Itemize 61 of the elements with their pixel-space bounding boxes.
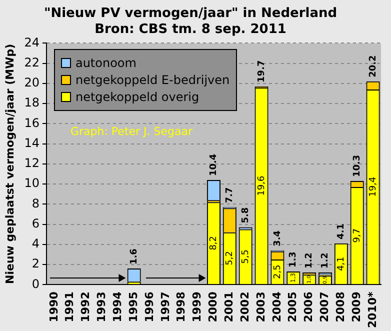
x-tick-label: 1990	[47, 291, 60, 322]
y-tick-label: 24	[24, 35, 40, 50]
y-tick-label: 4	[32, 236, 40, 251]
data-label: 19,4	[368, 176, 378, 197]
total-label: 1.2	[320, 252, 331, 269]
data-label: 19,6	[256, 176, 267, 196]
total-label: 1.3	[288, 252, 299, 268]
y-tick-label: 8	[32, 196, 40, 210]
x-tick-label: 2010*	[366, 291, 379, 328]
x-tick-label: 2004	[270, 291, 284, 322]
total-label: 10.3	[352, 154, 362, 178]
x-tick-label: 2002	[238, 292, 252, 322]
x-tick-label: 2003	[254, 292, 268, 322]
x-tick-label: 1997	[158, 292, 172, 322]
y-tick-label: 10	[24, 176, 40, 190]
legend-label: netgekoppeld overig	[75, 90, 200, 104]
total-label: 10.4	[209, 154, 220, 176]
total-label: 4.1	[336, 223, 347, 240]
chart-subtitle: Bron: CBS tm. 8 sep. 2011	[94, 22, 286, 37]
y-tick-label: 18	[24, 96, 40, 110]
total-label: 1.6	[129, 248, 140, 265]
y-tick-label: 14	[24, 136, 40, 150]
y-tick-label: 20	[24, 76, 40, 90]
x-tick-label: 2005	[286, 292, 300, 322]
x-tick-label: 1994	[111, 291, 124, 322]
total-label: 7.7	[225, 187, 236, 204]
x-tick-label: 2008	[334, 292, 348, 322]
x-tick-label: 2000	[206, 291, 220, 322]
y-tick-label: 12	[24, 156, 40, 170]
y-tick-label: 22	[24, 55, 40, 70]
data-label: 8,2	[209, 236, 220, 250]
y-tick-label: 6	[32, 216, 40, 230]
x-tick-label: 1993	[95, 292, 108, 322]
total-label: 19.7	[256, 60, 267, 82]
x-tick-label: 1992	[79, 292, 92, 322]
y-axis-title: Nieuw geplaatst vermogen/jaar (MWp)	[3, 44, 16, 284]
y-tick-label: 16	[24, 116, 40, 130]
x-tick-label: 2001	[222, 292, 236, 322]
total-label: 20.2	[368, 55, 378, 78]
x-tick-label: 2009	[350, 292, 363, 322]
x-tick-label: 1996	[142, 291, 156, 322]
x-tick-label: 2007	[318, 292, 332, 322]
y-tick-label: 2	[32, 256, 40, 271]
x-tick-label: 1999	[190, 292, 204, 322]
chart-title: "Nieuw PV vermogen/jaar" in Nederland	[44, 6, 338, 22]
total-label: 5.8	[240, 207, 251, 224]
x-tick-label: 1991	[63, 292, 76, 322]
legend-label: autonoom	[75, 56, 136, 70]
x-tick-label: 1998	[174, 292, 188, 322]
total-label: 3.4	[272, 230, 283, 246]
data-label: 9,7	[352, 228, 362, 243]
data-label: 5,5	[240, 250, 251, 264]
data-label: 2,5	[272, 264, 283, 279]
total-label: 1.2	[304, 252, 315, 269]
legend-label: netgekoppeld E-bedrijven	[75, 73, 230, 88]
x-tick-label: 1995	[126, 292, 140, 322]
y-tick-label: 0	[32, 276, 40, 291]
data-label: 4,1	[336, 256, 347, 271]
annotation: Graph: Peter J. Segaar	[70, 125, 192, 138]
x-tick-label: 2006	[302, 291, 316, 322]
data-label: 5,2	[225, 251, 236, 266]
